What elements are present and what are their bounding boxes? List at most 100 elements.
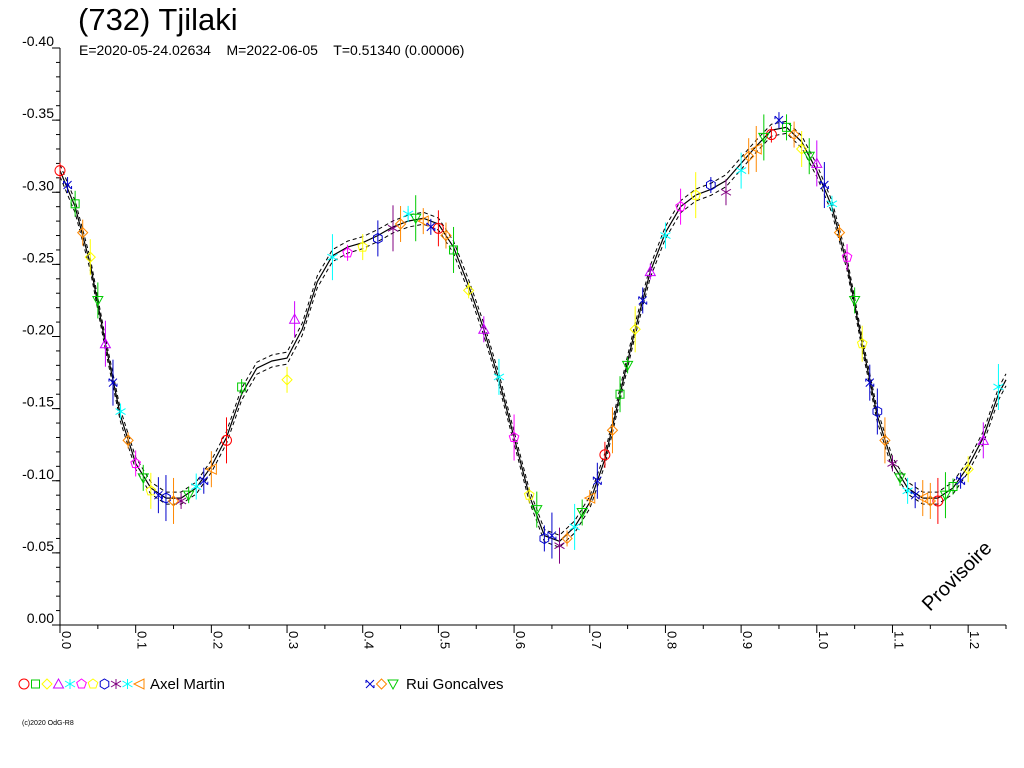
data-point [99, 337, 112, 349]
data-point [449, 245, 459, 255]
data-point [939, 490, 952, 502]
data-point [592, 476, 602, 486]
legend-symbol [64, 679, 76, 689]
x-tick-label: 0.7 [589, 631, 604, 649]
data-point [856, 338, 868, 349]
data-point [887, 458, 898, 469]
x-tick-label: 0.4 [362, 631, 377, 649]
data-point [288, 313, 301, 324]
data-point [879, 434, 891, 447]
data-point [576, 507, 589, 519]
data-point [561, 532, 573, 545]
data-point [629, 323, 641, 335]
data-point [54, 165, 66, 177]
date-label: M=2022-06-05 [226, 42, 318, 58]
epoch-label: E=2020-05-24.02634 [79, 42, 211, 58]
legend-symbol [110, 679, 122, 689]
data-point [493, 371, 505, 382]
data-point [993, 381, 1004, 392]
data-point [70, 199, 80, 209]
data-point [690, 189, 702, 200]
data-point [508, 431, 520, 442]
fit-curve [59, 120, 1007, 548]
data-point [583, 492, 596, 504]
legend-label: Axel Martin [150, 676, 225, 693]
y-tick-label: -0.40 [22, 33, 54, 49]
data-point [394, 218, 407, 230]
data-point [76, 226, 89, 239]
data-point [774, 115, 784, 125]
data-point [865, 378, 875, 388]
data-point [432, 222, 444, 234]
copyright-text: (c)2020 OdG-R8 [22, 720, 74, 727]
data-point [795, 143, 808, 155]
chart-title: (732) Tjilaki [78, 2, 238, 37]
data-point [932, 495, 944, 507]
y-axis: -0.40 -0.35 -0.30 -0.25 -0.20 -0.15 -0.10 -0.05… [22, 33, 60, 626]
data-point [810, 157, 823, 168]
data-point [675, 201, 686, 212]
data-point [735, 165, 747, 176]
x-tick-label: 0.2 [210, 631, 225, 649]
data-point [122, 434, 134, 447]
data-point [894, 473, 906, 484]
data-point [644, 265, 657, 277]
x-axis: 0.0 0.1 0.2 0.3 0.4 0.5 0.6 0.7 0.8 0.9 1.0 1.1 1.2 [59, 625, 1007, 649]
data-point [63, 180, 73, 190]
watermark-text: Provisoire [918, 537, 996, 615]
period-label: T=0.51340 (0.00006) [333, 42, 465, 58]
data-point [782, 122, 792, 132]
data-point [706, 179, 716, 191]
data-point [237, 382, 247, 392]
y-tick-label: -0.35 [22, 105, 54, 121]
data-point [137, 473, 150, 484]
data-point [720, 187, 732, 198]
data-point [956, 476, 966, 486]
legend-entry: Axel Martin [18, 676, 225, 693]
data-point [962, 463, 974, 475]
data-point [409, 213, 422, 225]
data-point [569, 521, 580, 532]
x-tick-label: 0.6 [513, 631, 528, 649]
legend-entry: Rui Goncalves [365, 676, 504, 693]
data-point [108, 378, 118, 388]
data-point [554, 540, 565, 551]
y-tick-label: -0.25 [22, 249, 54, 265]
data-point [84, 251, 96, 263]
data-points [54, 112, 1004, 564]
legend-symbol [18, 678, 30, 690]
data-point [742, 150, 755, 162]
data-point [803, 151, 816, 163]
data-point [373, 232, 383, 244]
legend-symbol [99, 678, 110, 690]
data-point [765, 129, 777, 141]
data-point [621, 360, 634, 372]
data-point [426, 222, 436, 232]
data-point [130, 457, 141, 468]
data-point [841, 251, 853, 262]
legend-symbol [41, 678, 53, 690]
data-point [145, 485, 157, 496]
fit-upper-bound [59, 120, 1007, 536]
data-point [599, 449, 611, 461]
data-point [523, 489, 535, 500]
data-point [220, 434, 232, 446]
data-point [848, 295, 861, 307]
data-point [606, 424, 619, 436]
data-point [910, 490, 920, 500]
data-point [924, 495, 937, 507]
x-tick-label: 0.0 [59, 631, 74, 649]
chart-subtitle: E=2020-05-24.02634 M=2022-06-05 T=0.5134… [79, 42, 464, 58]
legend-symbol [31, 679, 40, 689]
data-point [327, 252, 338, 263]
legend-symbol [365, 679, 375, 689]
legend-symbol [87, 678, 99, 689]
y-tick-label: 0.00 [27, 610, 54, 626]
data-point [977, 434, 990, 445]
y-tick-label: -0.10 [22, 466, 54, 482]
data-point [660, 230, 671, 241]
x-tick-label: 0.9 [740, 631, 755, 649]
series-1 [63, 112, 966, 559]
data-point [357, 241, 369, 252]
